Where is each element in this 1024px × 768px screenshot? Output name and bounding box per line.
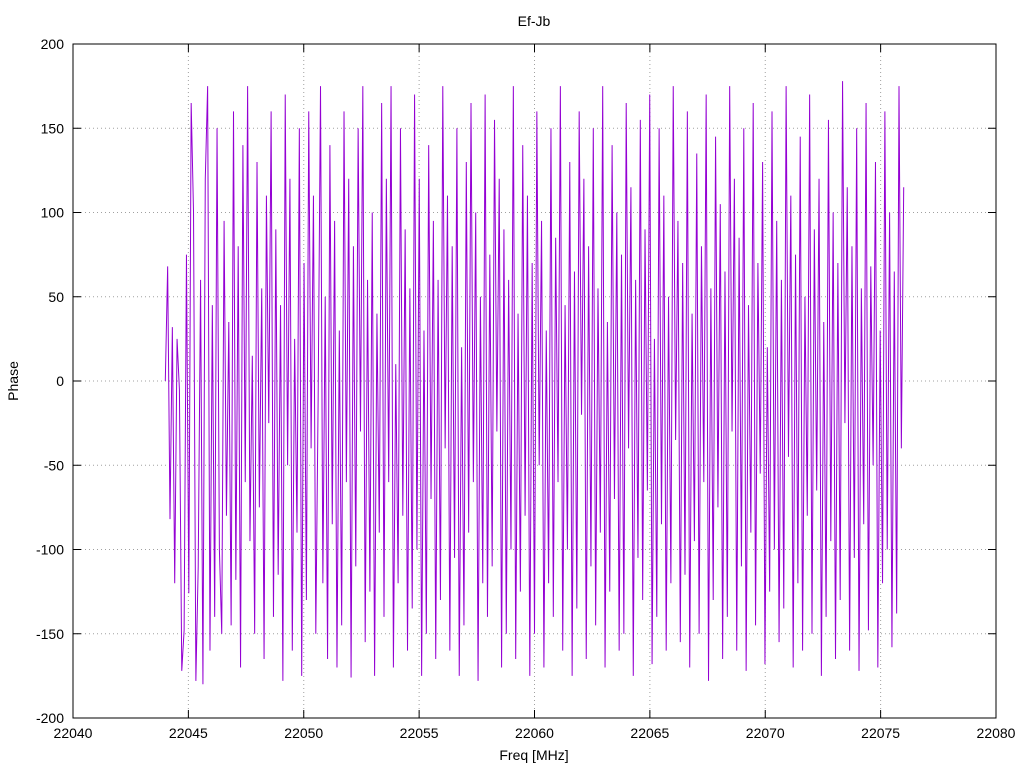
x-tick-label: 22080 [977, 725, 1016, 741]
x-tick-label: 22075 [861, 725, 900, 741]
tick-labels: 22040 22045 22050 22055 22060 22065 22070 22075… [36, 36, 1016, 741]
x-tick-label: 22060 [515, 725, 554, 741]
x-tick-label: 22045 [169, 725, 208, 741]
y-tick-label: 200 [41, 36, 65, 52]
y-axis-label: Phase [5, 361, 21, 401]
x-tick-label: 22050 [284, 725, 323, 741]
y-tick-label: -200 [36, 710, 64, 726]
y-tick-label: -50 [44, 457, 64, 473]
chart-title: Ef-Jb [518, 13, 551, 29]
ticks [72, 43, 997, 719]
y-tick-label: 0 [56, 373, 64, 389]
series-line-0 [164, 81, 905, 685]
x-tick-label: 22070 [746, 725, 785, 741]
y-tick-label: -150 [36, 626, 64, 642]
y-tick-label: 100 [41, 205, 65, 221]
x-axis-label: Freq [MHz] [499, 747, 568, 763]
y-tick-label: 50 [48, 289, 64, 305]
y-tick-label: -100 [36, 542, 64, 558]
x-tick-label: 22055 [400, 725, 439, 741]
y-tick-label: 150 [41, 120, 65, 136]
series-layer [164, 81, 905, 685]
x-tick-label: 22065 [630, 725, 669, 741]
x-tick-label: 22040 [54, 725, 93, 741]
